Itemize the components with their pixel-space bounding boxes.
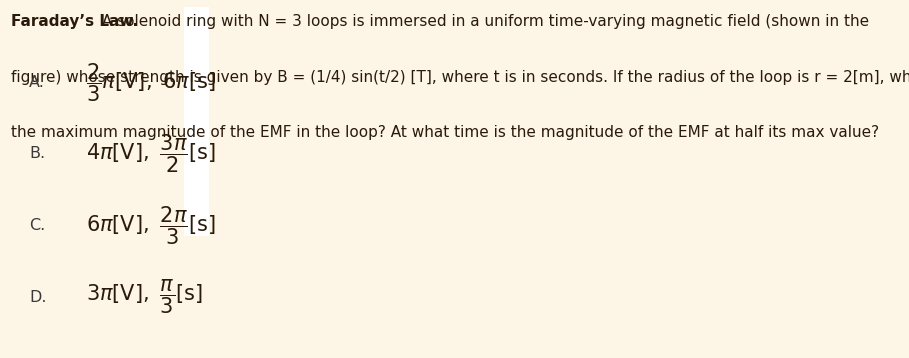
Text: B.: B. — [29, 146, 45, 161]
FancyBboxPatch shape — [184, 7, 209, 236]
Text: $3\pi[\mathrm{V}],\ \dfrac{\pi}{3}[\mathrm{s}]$: $3\pi[\mathrm{V}],\ \dfrac{\pi}{3}[\math… — [86, 278, 204, 316]
Text: C.: C. — [29, 218, 45, 233]
Text: $4\pi[\mathrm{V}],\ \dfrac{3\pi}{2}[\mathrm{s}]$: $4\pi[\mathrm{V}],\ \dfrac{3\pi}{2}[\mat… — [86, 133, 216, 175]
Text: the maximum magnitude of the EMF in the loop? At what time is the magnitude of t: the maximum magnitude of the EMF in the … — [11, 125, 879, 140]
Text: $6\pi[\mathrm{V}],\ \dfrac{2\pi}{3}[\mathrm{s}]$: $6\pi[\mathrm{V}],\ \dfrac{2\pi}{3}[\mat… — [86, 204, 216, 247]
Text: D.: D. — [29, 290, 46, 305]
Text: $\dfrac{2}{3}\pi[\mathrm{V}],\ 6\pi[\mathrm{s}]$: $\dfrac{2}{3}\pi[\mathrm{V}],\ 6\pi[\mat… — [86, 61, 216, 103]
Text: Faraday’s Law.: Faraday’s Law. — [11, 14, 138, 29]
Text: A solenoid ring with N = 3 loops is immersed in a uniform time-varying magnetic : A solenoid ring with N = 3 loops is imme… — [97, 14, 869, 29]
Text: figure) whose strength is given by B = (1/4) sin(t/2) [T], where t is in seconds: figure) whose strength is given by B = (… — [11, 70, 909, 85]
Text: A.: A. — [29, 75, 45, 90]
